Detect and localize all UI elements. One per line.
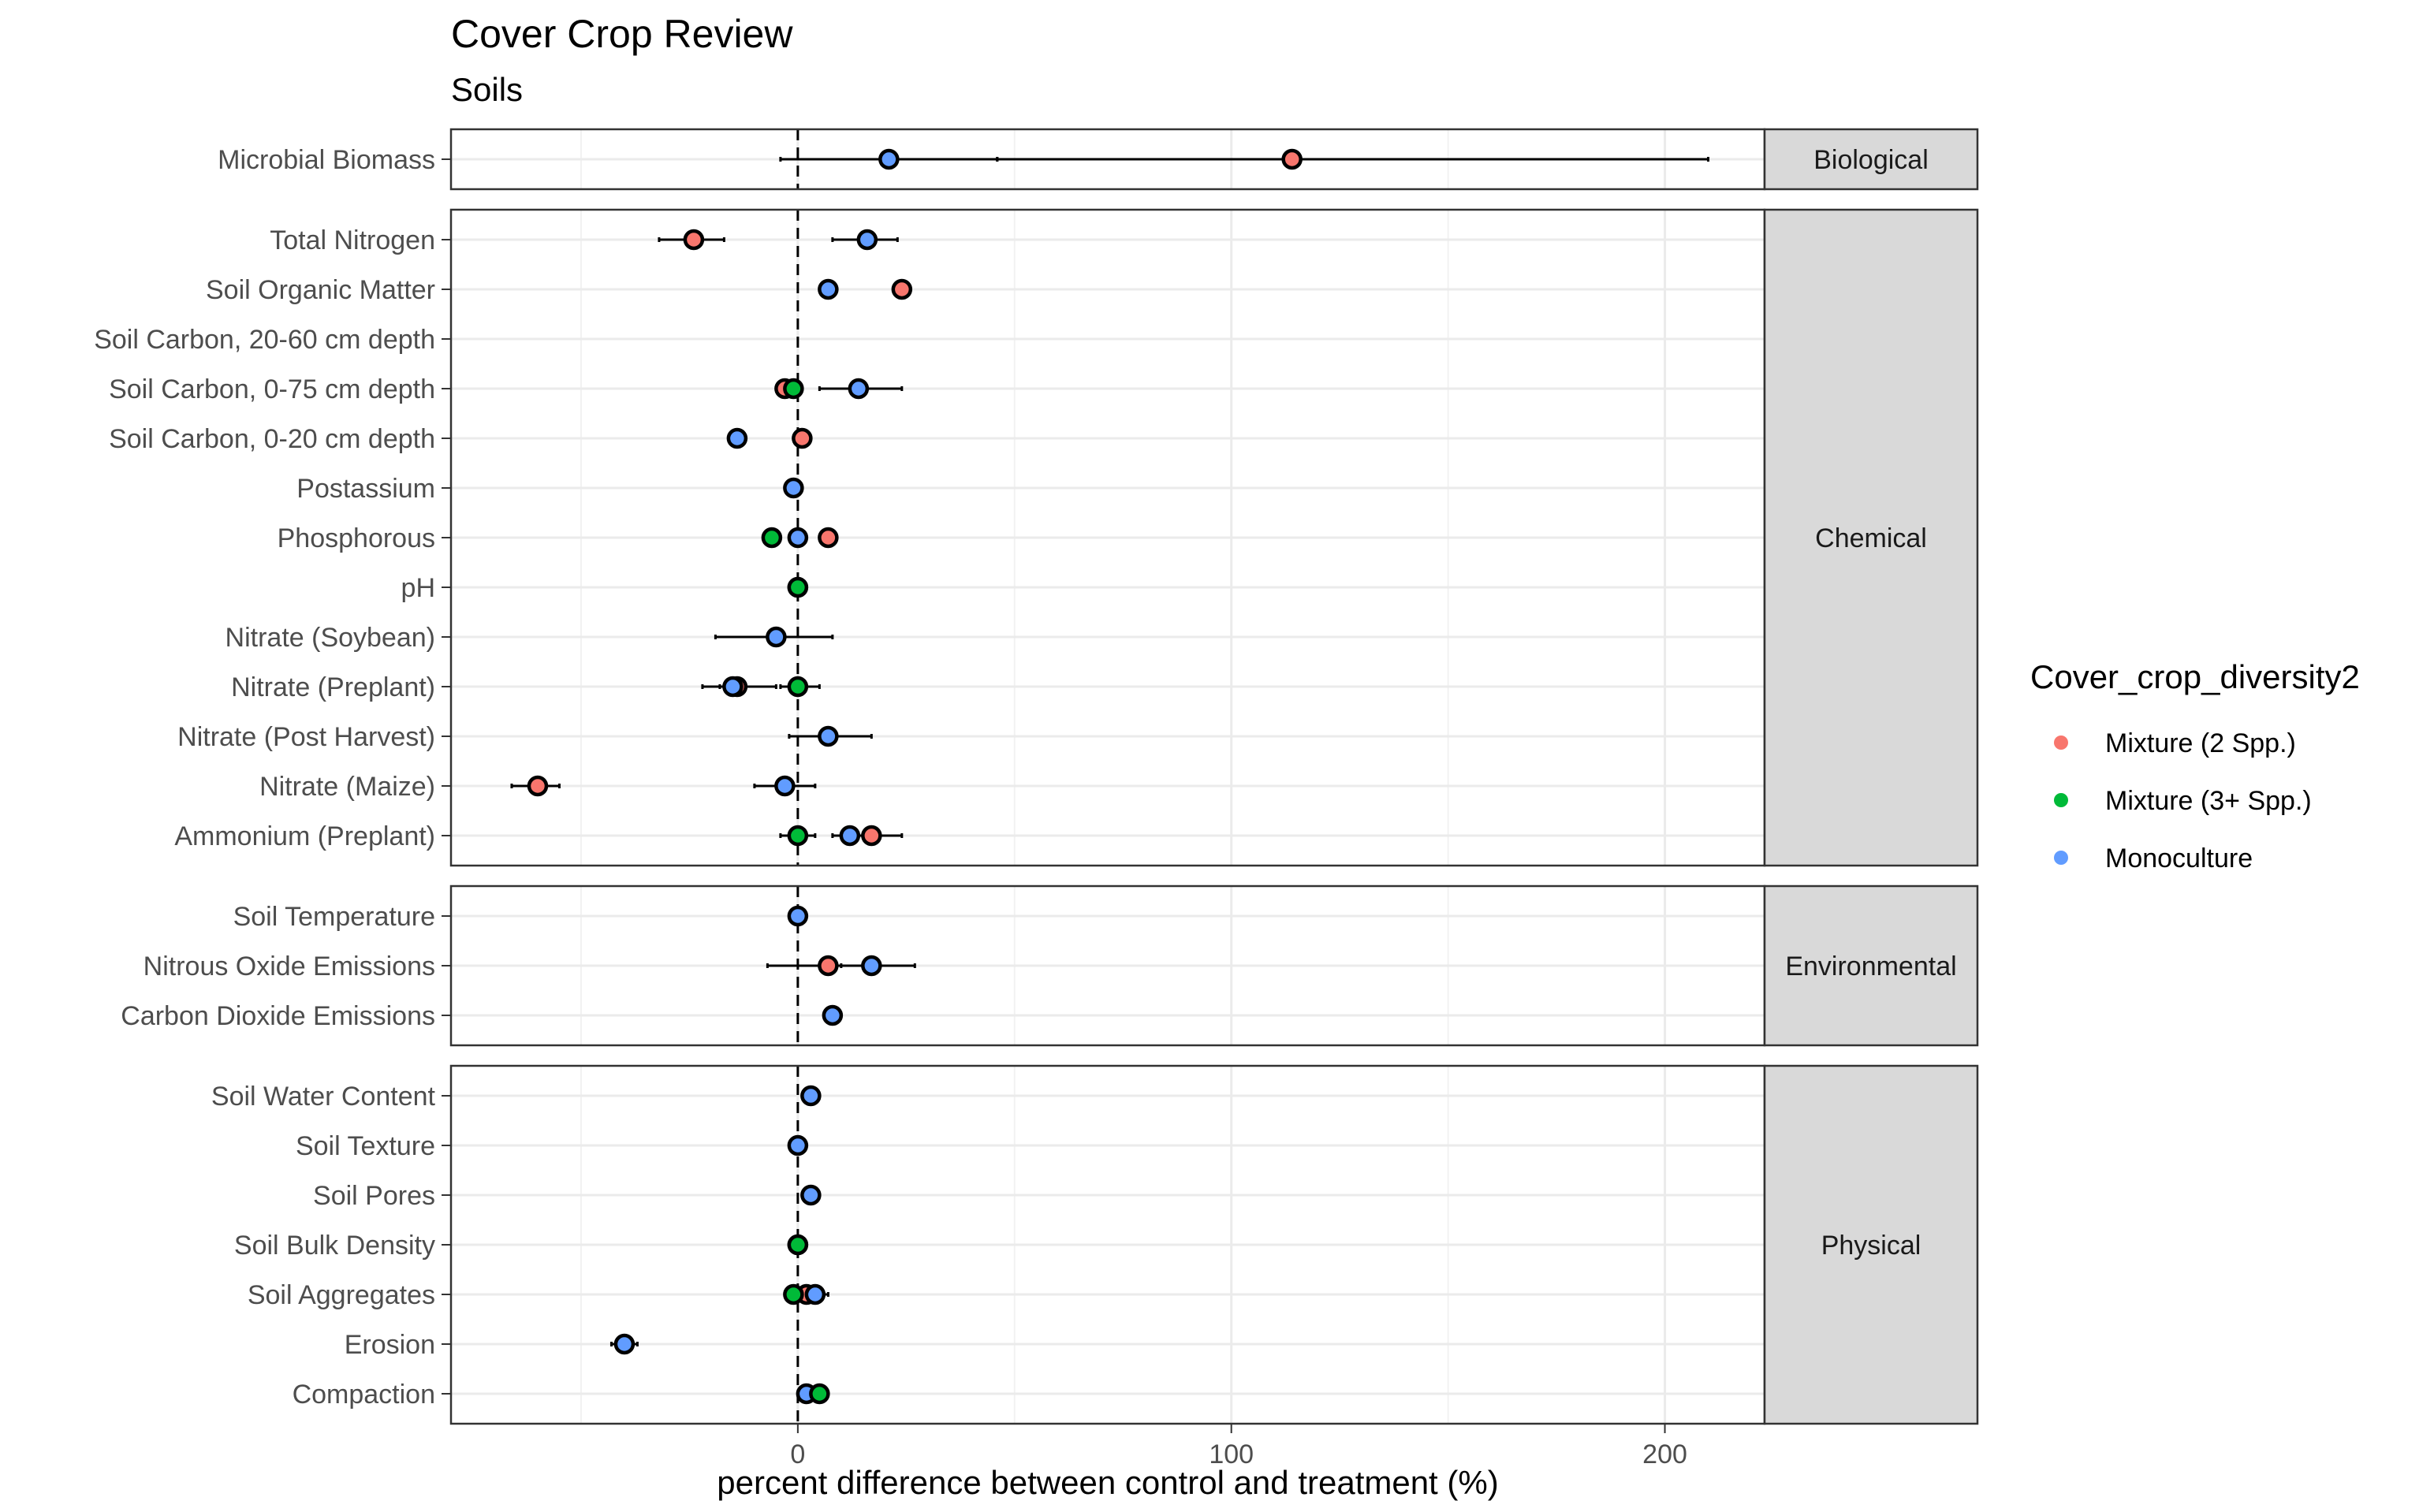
y-tick-label: Nitrate (Maize)	[259, 772, 435, 802]
data-point	[527, 775, 549, 797]
data-point	[787, 905, 809, 927]
y-tick-label: Nitrate (Soybean)	[226, 623, 435, 653]
facet-strip-label: Physical	[1821, 1231, 1921, 1261]
x-tick-label: 200	[1642, 1439, 1687, 1469]
x-axis-label: percent difference between control and t…	[717, 1464, 1498, 1501]
facet-panel: Soil Water Content Soil Texture Soil Pores…	[211, 1064, 1979, 1425]
data-point	[804, 1283, 826, 1305]
data-point	[818, 725, 839, 747]
facet-strip	[1763, 128, 1979, 191]
y-tick-label: Compaction	[293, 1380, 435, 1410]
facet-panel: Microbial Biomass Biological	[218, 128, 1979, 191]
data-point	[848, 378, 870, 400]
y-tick-label: Soil Temperature	[233, 902, 435, 932]
legend-key	[2054, 736, 2068, 750]
facet-strip-label: Environmental	[1785, 952, 1956, 981]
data-point	[766, 626, 787, 648]
legend-label: Mixture (3+ Spp.)	[2105, 786, 2312, 816]
data-point	[761, 527, 783, 549]
legend-key	[2054, 851, 2068, 865]
y-tick-label: Total Nitrogen	[270, 225, 435, 255]
data-point	[839, 825, 861, 847]
y-tick-label: Soil Organic Matter	[206, 275, 435, 305]
data-point	[792, 427, 813, 449]
data-point	[861, 825, 882, 847]
legend: Cover_crop_diversity2 Mixture (2 Spp.)Mi…	[2030, 658, 2360, 873]
x-axis: 0 100 200	[790, 1424, 1687, 1469]
y-tick-label: Soil Carbon, 0-75 cm depth	[109, 374, 435, 404]
data-point	[818, 278, 839, 300]
legend-label: Monoculture	[2105, 844, 2253, 873]
legend-title: Cover_crop_diversity2	[2030, 658, 2360, 695]
data-point	[822, 1004, 844, 1026]
facet-strip	[1763, 208, 1979, 867]
y-tick-label: Soil Bulk Density	[234, 1231, 435, 1261]
y-tick-label: Soil Carbon, 0-20 cm depth	[109, 424, 435, 454]
facet-strip-label: Chemical	[1815, 523, 1927, 553]
data-point	[787, 825, 809, 847]
y-tick-label: Ammonium (Preplant)	[174, 821, 435, 851]
y-tick-label: Nitrate (Post Harvest)	[177, 722, 435, 752]
data-point	[787, 676, 809, 698]
data-point	[861, 955, 882, 977]
y-tick-label: Soil Texture	[296, 1131, 435, 1161]
y-tick-label: Soil Carbon, 20-60 cm depth	[94, 325, 435, 355]
legend-key	[2054, 793, 2068, 807]
y-tick-label: pH	[401, 573, 435, 603]
y-tick-label: Nitrous Oxide Emissions	[144, 952, 435, 981]
panels: Microbial Biomass Biological Total Nitroge…	[94, 128, 1979, 1425]
chart-subtitle: Soils	[451, 71, 523, 108]
data-point	[774, 775, 796, 797]
data-point	[783, 477, 804, 499]
data-point	[809, 1383, 830, 1405]
y-tick-label: Erosion	[345, 1330, 435, 1360]
facet-strip-label: Biological	[1813, 145, 1929, 175]
data-point	[891, 278, 913, 300]
data-point	[783, 1283, 804, 1305]
legend-label: Mixture (2 Spp.)	[2105, 728, 2296, 758]
y-tick-label: Soil Aggregates	[248, 1280, 435, 1310]
data-point	[683, 229, 705, 251]
data-point	[787, 1234, 809, 1256]
data-point	[800, 1085, 822, 1107]
data-point	[613, 1333, 636, 1355]
data-point	[787, 527, 809, 549]
data-point	[783, 378, 804, 400]
y-tick-label: Soil Water Content	[211, 1082, 436, 1112]
x-tick-label: 0	[790, 1439, 805, 1469]
y-tick-label: Microbial Biomass	[218, 145, 435, 175]
data-point	[818, 955, 839, 977]
legend-entries: Mixture (2 Spp.) Mixture (3+ Spp.) Monocul…	[2054, 728, 2312, 873]
chart-title: Cover Crop Review	[451, 12, 793, 56]
data-point	[1281, 148, 1303, 170]
x-tick-label: 100	[1209, 1439, 1254, 1469]
data-point	[818, 527, 839, 549]
y-tick-label: Nitrate (Preplant)	[231, 672, 435, 702]
data-point	[878, 148, 900, 170]
facet-panel: Soil Temperature Nitrous Oxide Emissions C…	[121, 884, 1979, 1047]
facet-strip	[1763, 884, 1979, 1047]
facet-panel: Total Nitrogen Soil Organic Matter Soil Ca…	[94, 208, 1979, 867]
data-point	[787, 576, 809, 598]
y-tick-label: Postassium	[296, 474, 435, 504]
data-point	[787, 1134, 809, 1156]
data-point	[856, 229, 878, 251]
data-point	[800, 1184, 822, 1206]
y-tick-label: Carbon Dioxide Emissions	[121, 1001, 435, 1031]
data-point	[722, 676, 744, 698]
facet-strip	[1763, 1064, 1979, 1425]
y-tick-label: Phosphorous	[278, 523, 435, 553]
data-point	[726, 427, 748, 449]
y-tick-label: Soil Pores	[313, 1181, 435, 1211]
